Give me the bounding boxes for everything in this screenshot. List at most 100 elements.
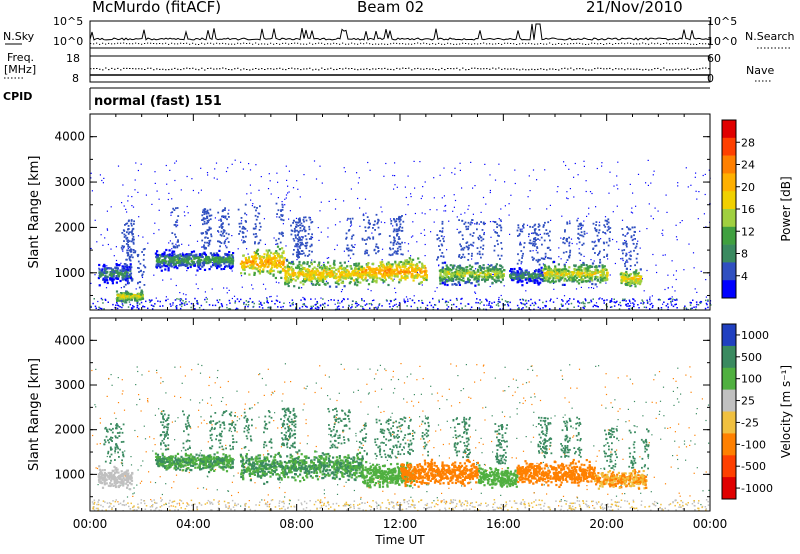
echo-cell xyxy=(376,246,379,248)
echo-cell xyxy=(369,268,372,271)
echo-cell xyxy=(270,268,273,271)
echo-cell xyxy=(546,257,549,259)
echo-cell xyxy=(463,246,466,249)
scatter-point xyxy=(322,304,325,306)
echo-cell xyxy=(201,232,203,235)
scatter-point xyxy=(319,304,322,306)
scatter-point xyxy=(288,191,290,193)
echo-cell xyxy=(519,275,522,278)
echo-cell xyxy=(105,270,108,274)
scatter-point xyxy=(153,305,155,308)
echo-cell xyxy=(548,277,551,280)
scatter-point xyxy=(250,192,252,194)
echo-cell xyxy=(513,277,516,280)
echo-cell xyxy=(540,257,543,260)
scatter-point xyxy=(455,297,458,300)
echo-cell xyxy=(126,254,129,257)
scatter-point xyxy=(630,302,632,304)
echo-cell xyxy=(567,275,570,279)
scatter-point xyxy=(334,303,336,305)
echo-cell xyxy=(554,265,557,268)
scatter-point xyxy=(483,232,485,234)
echo-cell xyxy=(398,242,400,245)
echo-cell xyxy=(594,276,597,279)
echo-cell xyxy=(597,278,600,281)
echo-cell xyxy=(127,241,129,244)
echo-cell xyxy=(410,263,413,266)
scatter-point xyxy=(433,197,435,199)
echo-cell xyxy=(141,274,143,277)
echo-cell xyxy=(442,278,446,281)
scatter-point xyxy=(577,305,580,307)
echo-cell xyxy=(347,217,349,220)
freq-tick-top: 18 xyxy=(66,52,80,65)
echo-cell xyxy=(312,274,315,277)
echo-cell xyxy=(276,263,279,266)
echo-cell xyxy=(494,265,497,268)
echo-cell xyxy=(377,247,380,249)
echo-cell xyxy=(400,276,403,280)
scatter-point xyxy=(652,174,654,176)
scatter-point xyxy=(436,287,438,289)
echo-cell xyxy=(399,218,402,221)
scatter-point xyxy=(155,297,157,299)
scatter-point xyxy=(447,301,450,303)
echo-cell xyxy=(368,222,371,225)
echo-cell xyxy=(459,268,462,271)
echo-cell xyxy=(468,247,470,249)
echo-cell xyxy=(388,274,391,277)
scatter-point xyxy=(125,208,127,210)
scatter-point xyxy=(90,305,92,308)
echo-cell xyxy=(220,223,223,226)
scatter-point xyxy=(215,162,218,164)
echo-cell xyxy=(480,239,483,242)
echo-cell xyxy=(436,258,438,261)
scatter-point xyxy=(500,220,502,222)
echo-cell xyxy=(388,253,391,256)
echo-cell xyxy=(250,255,254,258)
echo-cell xyxy=(231,262,234,265)
echo-cell xyxy=(210,233,212,236)
echo-cell xyxy=(470,255,473,257)
echo-cell xyxy=(520,261,523,263)
echo-cell xyxy=(125,238,128,240)
scatter-point xyxy=(242,168,244,170)
scatter-point xyxy=(264,243,266,245)
echo-cell xyxy=(165,260,168,263)
echo-cell xyxy=(132,251,135,254)
echo-cell xyxy=(174,223,177,226)
scatter-point xyxy=(299,307,301,309)
scatter-point xyxy=(246,193,248,195)
echo-cell xyxy=(545,266,548,269)
echo-cell xyxy=(482,238,485,241)
scatter-point xyxy=(253,302,255,305)
echo-cell xyxy=(356,284,359,287)
scatter-point xyxy=(553,288,555,290)
echo-cell xyxy=(600,269,603,272)
scatter-point xyxy=(520,263,522,265)
echo-cell xyxy=(100,270,103,273)
scatter-point xyxy=(180,302,183,304)
scatter-point xyxy=(674,299,676,301)
echo-cell xyxy=(575,274,578,277)
echo-cell xyxy=(347,276,350,279)
scatter-point xyxy=(311,307,313,310)
scatter-point xyxy=(102,182,104,184)
scatter-point xyxy=(445,300,447,303)
echo-cell xyxy=(603,276,606,279)
scatter-point xyxy=(175,284,177,287)
echo-cell xyxy=(284,280,287,283)
echo-cell xyxy=(172,207,175,210)
echo-cell xyxy=(380,265,383,268)
echo-cell xyxy=(398,220,401,223)
echo-cell xyxy=(367,262,370,265)
echo-cell xyxy=(583,271,586,275)
scatter-point xyxy=(212,304,214,307)
echo-cell xyxy=(285,272,288,275)
echo-cell xyxy=(266,270,269,273)
scatter-point xyxy=(549,308,551,310)
scatter-point xyxy=(490,236,492,238)
echo-cell xyxy=(190,253,193,257)
echo-cell xyxy=(482,271,485,274)
echo-cell xyxy=(371,267,374,270)
